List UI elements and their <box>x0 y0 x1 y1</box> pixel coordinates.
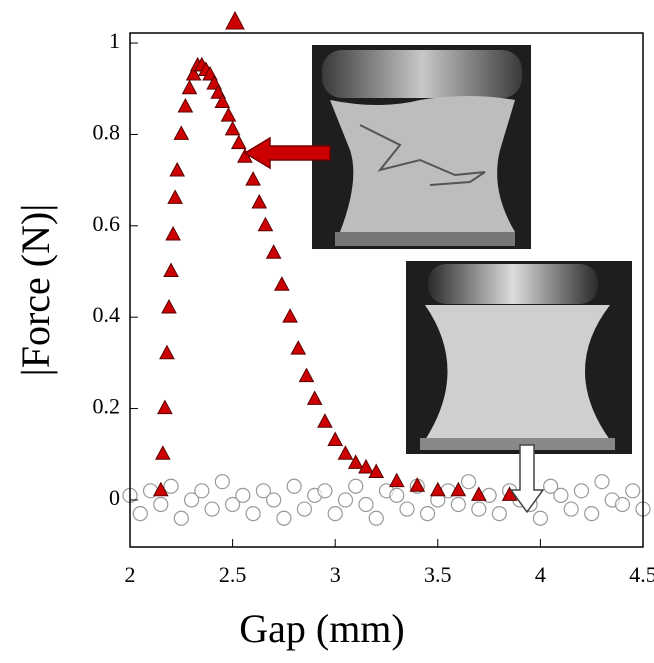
inset-photo-1 <box>312 45 531 249</box>
point <box>153 496 169 513</box>
arrow <box>509 444 545 514</box>
point <box>194 483 210 499</box>
point <box>450 496 466 513</box>
point <box>368 463 385 479</box>
point <box>251 193 268 209</box>
point <box>573 483 590 499</box>
point <box>225 496 241 513</box>
x-tick-label: 3 <box>330 562 341 587</box>
x-tick-label: 2 <box>125 562 136 587</box>
point <box>163 478 179 494</box>
plot-frame <box>129 32 644 548</box>
x-tick-label: 4.5 <box>629 562 654 587</box>
point <box>594 474 610 490</box>
x-axis-label: Gap (mm) <box>239 606 405 651</box>
y-tick-label: 0.8 <box>93 119 121 144</box>
y-tick-label: 1 <box>109 28 120 53</box>
point <box>358 458 374 474</box>
point <box>266 492 282 508</box>
y-tick-label: 0.6 <box>93 211 121 236</box>
point <box>173 125 190 140</box>
point <box>327 431 344 447</box>
point <box>132 506 148 522</box>
point <box>276 510 292 526</box>
point <box>419 506 436 522</box>
legend-marker <box>225 10 245 30</box>
point <box>255 483 271 499</box>
point <box>163 262 179 277</box>
point <box>399 501 415 517</box>
point <box>257 216 274 232</box>
point <box>298 367 315 383</box>
point <box>471 501 487 517</box>
point <box>327 506 343 522</box>
point <box>429 481 446 497</box>
point <box>348 478 364 494</box>
point <box>265 244 282 259</box>
point <box>224 120 241 136</box>
point <box>389 487 405 503</box>
y-axis-label: |Force (N)| <box>13 204 58 377</box>
point <box>553 487 569 503</box>
y-tick-label: 0.4 <box>93 302 121 327</box>
x-tick-label: 3.5 <box>424 562 452 587</box>
point <box>460 474 477 490</box>
point <box>306 390 323 405</box>
x-tick-label: 2.5 <box>219 562 247 587</box>
point <box>337 445 354 460</box>
point <box>245 506 261 522</box>
point <box>584 506 600 522</box>
point <box>388 472 405 488</box>
point <box>245 171 261 186</box>
point <box>214 93 231 108</box>
point <box>409 477 426 492</box>
point <box>159 344 175 360</box>
point <box>625 483 641 499</box>
point <box>161 298 177 314</box>
plot-area <box>122 56 651 526</box>
point <box>167 189 183 204</box>
point <box>165 225 181 241</box>
x-tick-label: 4 <box>535 562 546 587</box>
point <box>543 478 559 494</box>
y-tick-label: 0.2 <box>93 394 121 419</box>
point <box>152 481 169 497</box>
point <box>450 481 467 497</box>
point <box>181 79 198 95</box>
point <box>471 486 487 501</box>
point <box>286 478 302 494</box>
point <box>173 510 189 526</box>
point <box>235 487 251 503</box>
point <box>157 399 173 415</box>
point <box>204 501 220 517</box>
point <box>177 97 194 113</box>
point <box>290 340 307 355</box>
point <box>337 492 354 508</box>
point <box>368 510 384 526</box>
point <box>532 510 549 526</box>
y-tick-label: 0 <box>109 485 120 510</box>
point <box>347 454 364 469</box>
point <box>614 496 631 513</box>
point <box>185 65 202 81</box>
inset-photo-2 <box>406 261 632 454</box>
point <box>274 276 290 291</box>
point <box>491 506 507 522</box>
point <box>214 474 230 490</box>
point <box>220 107 237 122</box>
point <box>169 161 186 177</box>
point <box>282 308 298 323</box>
point <box>296 501 313 517</box>
arrow <box>243 136 331 170</box>
point <box>154 445 171 460</box>
point <box>358 496 374 513</box>
point <box>183 492 200 508</box>
point <box>317 413 333 428</box>
point <box>317 483 333 499</box>
point <box>563 501 579 517</box>
point <box>230 134 247 150</box>
